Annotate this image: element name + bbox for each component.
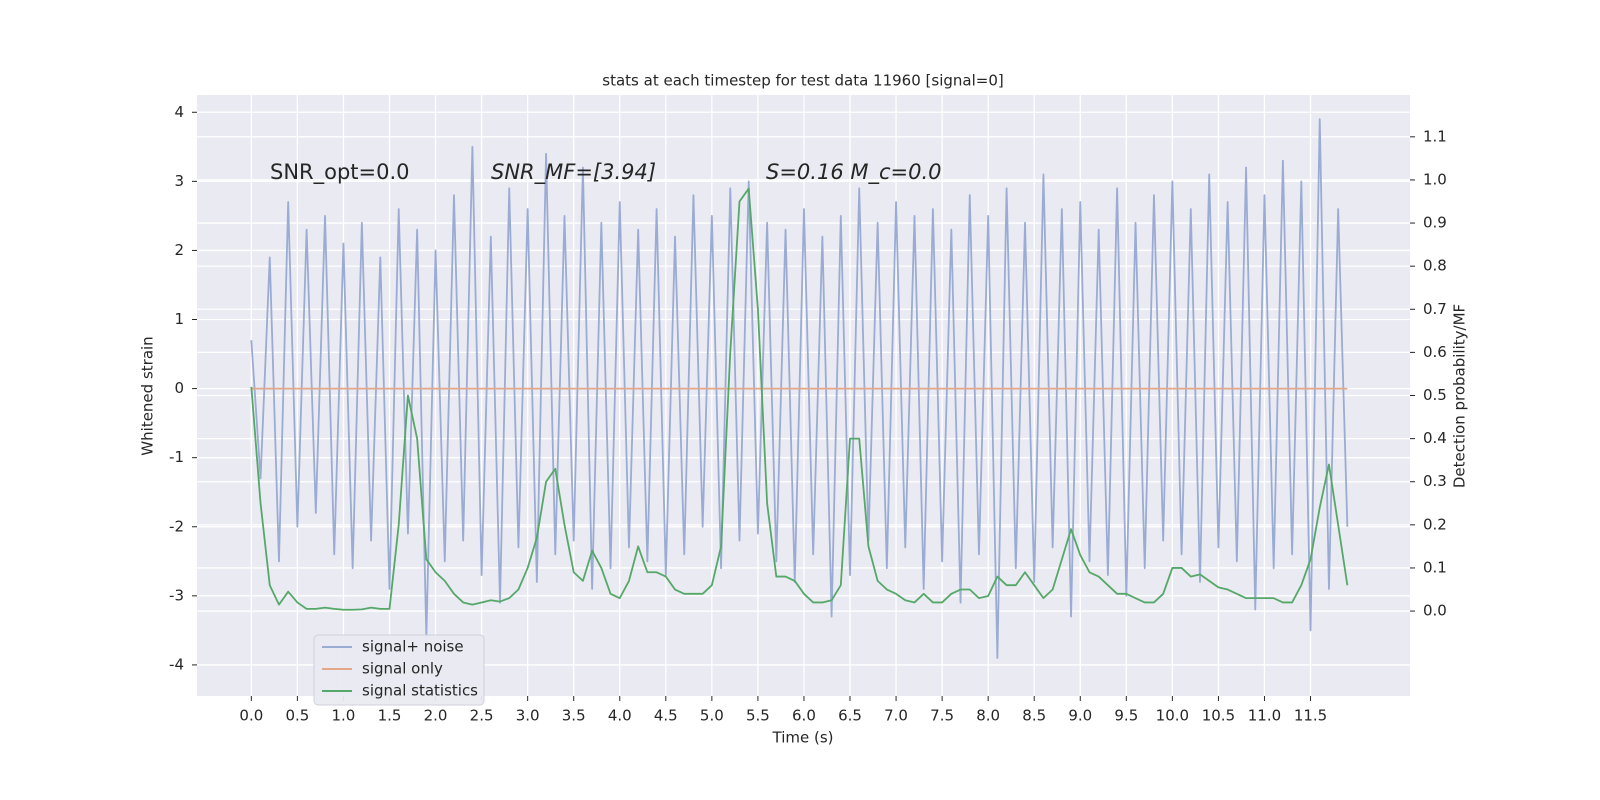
chart-title: stats at each timestep for test data 119… [602, 72, 1003, 90]
y-tick-label: -3 [169, 586, 184, 604]
x-tick-label: 8.5 [1022, 707, 1046, 725]
x-tick-label: 1.5 [378, 707, 402, 725]
series-line [250, 118, 1349, 659]
x-tick-label: 7.5 [930, 707, 954, 725]
annotation: SNR_MF=[3.94] [491, 160, 656, 185]
y2-tick-label: 0.6 [1423, 343, 1447, 361]
y2-tick-label: 1.0 [1423, 170, 1447, 188]
y-tick-label: -1 [169, 448, 184, 466]
y-tick-label: -2 [169, 517, 184, 535]
x-tick-label: 10.5 [1202, 707, 1235, 725]
y2-tick-label: 0.4 [1423, 429, 1447, 447]
y2-tick-label: 0.9 [1423, 214, 1447, 232]
y2-tick-label: 0.5 [1423, 386, 1447, 404]
y2-tick-label: 0.3 [1423, 472, 1447, 490]
x-tick-label: 11.0 [1248, 707, 1281, 725]
y2-axis-label: Detection probability/MF [1451, 304, 1469, 488]
x-tick-label: 2.0 [424, 707, 448, 725]
y2-tick-label: 1.1 [1423, 127, 1447, 145]
x-tick-label: 5.0 [700, 707, 724, 725]
x-tick-label: 0.0 [239, 707, 263, 725]
y2-tick-label: 0.0 [1423, 602, 1447, 620]
y-axis-label: Whitened strain [139, 336, 157, 455]
y2-tick-label: 0.1 [1423, 558, 1447, 576]
x-tick-label: 10.0 [1156, 707, 1189, 725]
series-line [250, 187, 1349, 611]
x-tick-label: 4.5 [654, 707, 678, 725]
x-tick-label: 9.0 [1068, 707, 1092, 725]
y-tick-label: 3 [174, 172, 184, 190]
x-tick-label: 8.0 [976, 707, 1000, 725]
x-tick-label: 11.5 [1294, 707, 1327, 725]
legend-label: signal only [362, 660, 443, 678]
y2-tick-label: 0.2 [1423, 515, 1447, 533]
annotation: SNR_opt=0.0 [270, 160, 410, 185]
x-tick-label: 1.0 [332, 707, 356, 725]
legend-box [313, 634, 485, 706]
y2-tick-label: 0.7 [1423, 300, 1447, 318]
legend-label: signal statistics [362, 682, 478, 700]
y2-tick-label: 0.8 [1423, 257, 1447, 275]
x-tick-label: 6.5 [838, 707, 862, 725]
x-tick-label: 3.0 [516, 707, 540, 725]
y-tick-label: 4 [174, 103, 184, 121]
y-tick-label: 0 [174, 379, 184, 397]
x-axis-label: Time (s) [772, 729, 834, 747]
x-tick-label: 6.0 [792, 707, 816, 725]
y-tick-label: 1 [174, 310, 184, 328]
x-tick-label: 2.5 [470, 707, 494, 725]
annotation: S=0.16 M_c=0.0 [766, 160, 942, 185]
x-tick-label: 4.0 [608, 707, 632, 725]
legend-label: signal+ noise [362, 638, 464, 656]
y-tick-label: -4 [169, 655, 184, 673]
x-tick-label: 0.5 [285, 707, 309, 725]
x-tick-label: 9.5 [1114, 707, 1138, 725]
x-tick-label: 7.0 [884, 707, 908, 725]
x-tick-label: 3.5 [562, 707, 586, 725]
y-tick-label: 2 [174, 241, 184, 259]
x-tick-label: 5.5 [746, 707, 770, 725]
